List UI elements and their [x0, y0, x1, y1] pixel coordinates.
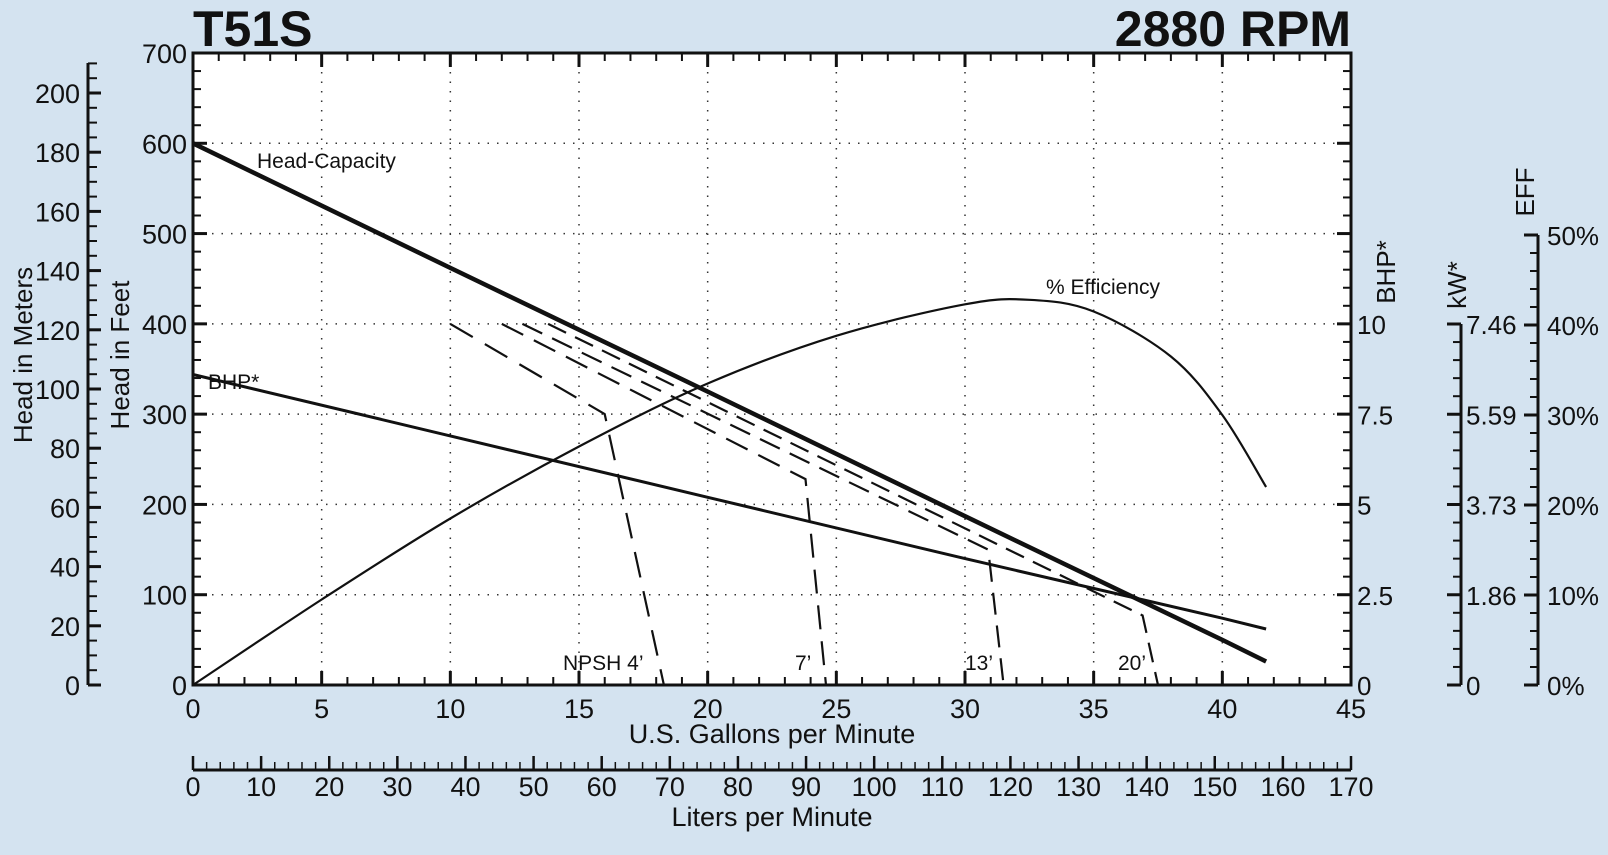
gpm-tick-label: 35 — [1079, 694, 1109, 724]
feet-tick-label: 500 — [142, 220, 187, 250]
lpm-tick-label: 60 — [587, 772, 617, 802]
npsh-13-curve — [521, 322, 1005, 686]
meters-tick-label: 100 — [35, 375, 80, 405]
lpm-tick-label: 100 — [852, 772, 897, 802]
gpm-tick-label: 30 — [950, 694, 980, 724]
lpm-tick-label: 90 — [791, 772, 821, 802]
meters-tick-label: 40 — [50, 553, 80, 583]
frame-ticks — [191, 51, 1353, 687]
axis-head-feet: 0 100 200 300 400 500 600 700 — [142, 39, 187, 701]
rpm-title: 2880 RPM — [1115, 1, 1351, 57]
feet-tick-label: 600 — [142, 129, 187, 159]
gpm-tick-label: 0 — [185, 694, 200, 724]
lpm-tick-label: 140 — [1124, 772, 1169, 802]
eff-tick-label: 10% — [1547, 581, 1599, 611]
lpm-axis-title: Liters per Minute — [671, 802, 872, 832]
lpm-tick-label: 120 — [988, 772, 1033, 802]
eff-axis-title: EFF — [1510, 167, 1540, 216]
bhp-tick-label: 5 — [1357, 491, 1371, 521]
meters-tick-label: 200 — [35, 79, 80, 109]
npsh13-label: 13’ — [965, 652, 993, 675]
lpm-tick-label: 80 — [723, 772, 753, 802]
gpm-tick-label: 45 — [1336, 694, 1366, 724]
gpm-tick-label: 40 — [1207, 694, 1237, 724]
axis-gpm: 0 5 10 15 20 25 30 35 40 45 — [185, 694, 1366, 724]
feet-tick-label: 200 — [142, 490, 187, 520]
kw-axis-title: kW* — [1442, 261, 1472, 309]
meters-tick-label: 140 — [35, 257, 80, 287]
lpm-tick-label: 110 — [921, 772, 964, 802]
lpm-tick-label: 70 — [655, 772, 685, 802]
eff-tick-label: 40% — [1547, 311, 1599, 341]
axis-eff: 0% 10% 20% 30% 40% 50% — [1524, 221, 1599, 701]
lpm-tick-label: 160 — [1260, 772, 1305, 802]
gpm-axis-title: U.S. Gallons per Minute — [629, 719, 916, 749]
lpm-tick-label: 150 — [1192, 772, 1237, 802]
npsh-20-curve — [547, 322, 1160, 686]
grid-lines — [193, 53, 1351, 685]
gpm-tick-label: 5 — [314, 694, 329, 724]
npsh20-label: 20’ — [1118, 652, 1146, 675]
model-title: T51S — [193, 1, 313, 57]
plot-area — [193, 53, 1351, 685]
meters-tick-label: 120 — [35, 316, 80, 346]
kw-tick-label: 5.59 — [1466, 400, 1517, 430]
npsh7-label: 7’ — [795, 652, 811, 675]
meters-tick-label: 20 — [50, 612, 80, 642]
lpm-tick-label: 40 — [450, 772, 480, 802]
lpm-tick-label: 0 — [185, 772, 200, 802]
feet-tick-label: 700 — [142, 39, 187, 69]
lpm-tick-label: 170 — [1328, 772, 1373, 802]
kw-tick-label: 1.86 — [1466, 581, 1517, 611]
axis-kw: 0 1.86 3.73 5.59 7.46 — [1447, 310, 1517, 701]
gpm-tick-label: 25 — [821, 694, 851, 724]
bhp-curve-label: BHP* — [208, 371, 259, 394]
plot-frame — [191, 51, 1353, 687]
npsh4-label: NPSH 4’ — [563, 652, 644, 675]
eff-tick-label: 30% — [1547, 401, 1599, 431]
gpm-tick-label: 10 — [435, 694, 465, 724]
gpm-tick-label: 20 — [693, 694, 723, 724]
meters-tick-label: 180 — [35, 138, 80, 168]
feet-tick-label: 100 — [142, 581, 187, 611]
bhp-tick-label: 7.5 — [1357, 400, 1393, 430]
feet-tick-label: 0 — [172, 671, 187, 701]
meters-axis-title: Head in Meters — [8, 267, 38, 443]
npsh-7-curve — [501, 322, 828, 686]
npsh-4-curve — [449, 322, 665, 686]
meters-tick-label: 60 — [50, 493, 80, 523]
axis-bhp: 0 2.5 5 7.5 10 — [1357, 310, 1393, 701]
eff-tick-label: 20% — [1547, 491, 1599, 521]
bhp-axis-title: BHP* — [1371, 240, 1401, 304]
efficiency-label: % Efficiency — [1046, 276, 1160, 299]
feet-axis-title: Head in Feet — [105, 280, 135, 430]
feet-tick-label: 400 — [142, 310, 187, 340]
lpm-tick-label: 30 — [382, 772, 412, 802]
eff-tick-label: 0% — [1547, 671, 1585, 701]
bhp-tick-label: 2.5 — [1357, 581, 1393, 611]
axis-lpm: 0 10 20 30 40 50 60 70 80 90 100 110 120 130 140 150 160… — [185, 756, 1374, 802]
bhp-tick-label: 10 — [1357, 310, 1386, 340]
head-capacity-label: Head-Capacity — [257, 150, 396, 173]
head-capacity-curve — [192, 141, 1268, 664]
gpm-tick-label: 15 — [564, 694, 594, 724]
kw-tick-label: 0 — [1466, 671, 1480, 701]
kw-tick-label: 7.46 — [1466, 310, 1517, 340]
eff-tick-label: 50% — [1547, 221, 1599, 251]
lpm-tick-label: 130 — [1056, 772, 1101, 802]
efficiency-curve — [192, 298, 1268, 686]
lpm-tick-label: 10 — [246, 772, 276, 802]
lpm-tick-label: 50 — [519, 772, 549, 802]
bhp-curve — [192, 373, 1267, 631]
curves — [192, 141, 1268, 686]
lpm-tick-label: 20 — [314, 772, 344, 802]
axis-head-meters: 0 20 40 60 80 100 120 140 160 180 200 — [35, 62, 101, 701]
bhp-tick-label: 0 — [1357, 671, 1371, 701]
meters-tick-label: 80 — [50, 434, 80, 464]
meters-tick-label: 0 — [65, 671, 80, 701]
kw-tick-label: 3.73 — [1466, 491, 1517, 521]
feet-tick-label: 300 — [142, 400, 187, 430]
meters-tick-label: 160 — [35, 197, 80, 227]
